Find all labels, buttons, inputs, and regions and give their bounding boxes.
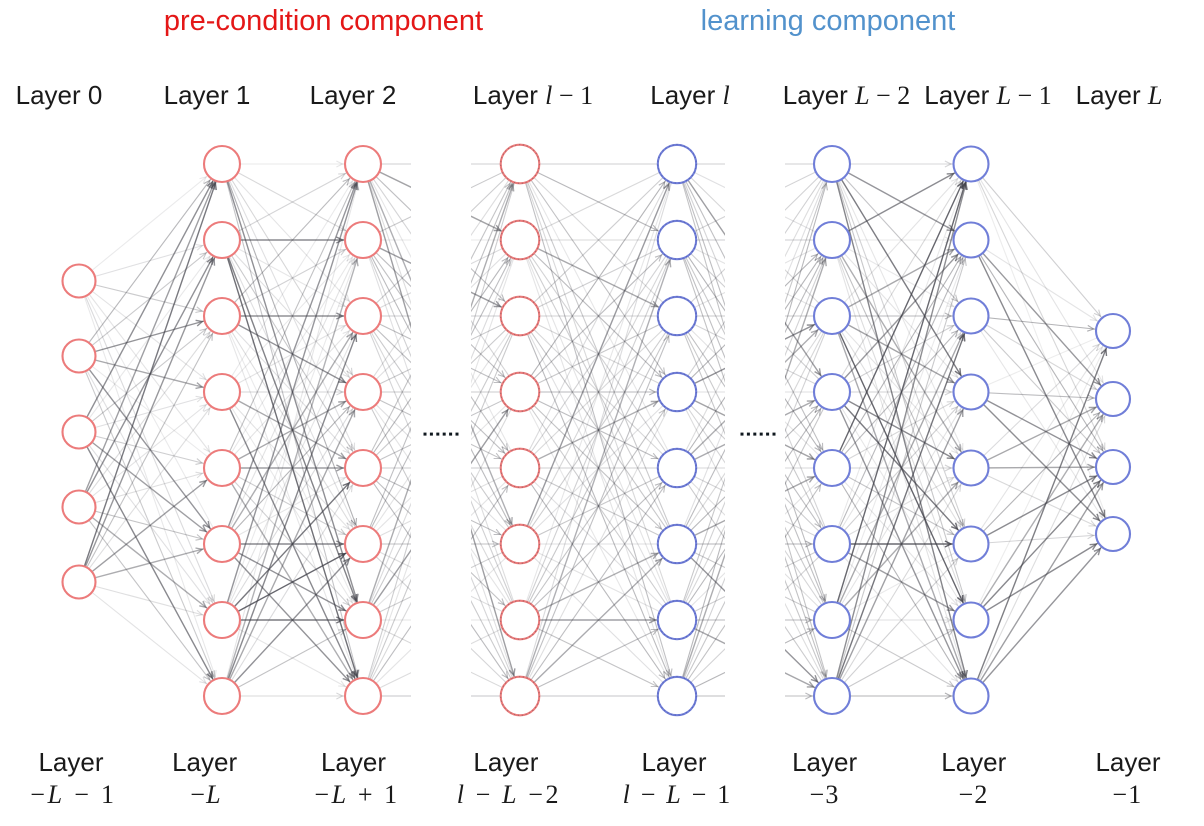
svg-text:Layer l: Layer l <box>650 80 730 110</box>
svg-text:Layer: Layer <box>792 747 857 777</box>
svg-text:Layer 1: Layer 1 <box>164 80 251 110</box>
svg-text:Layer: Layer <box>38 747 103 777</box>
svg-text:−2: −2 <box>959 780 989 809</box>
svg-text:Layer l − 1: Layer l − 1 <box>473 80 593 110</box>
svg-text:−1: −1 <box>1112 780 1142 809</box>
svg-text:Layer L: Layer L <box>1076 80 1163 110</box>
svg-text:−L + 1: −L + 1 <box>314 780 399 809</box>
svg-text:Layer: Layer <box>321 747 386 777</box>
svg-text:Layer: Layer <box>941 747 1006 777</box>
svg-text:Layer: Layer <box>172 747 237 777</box>
svg-text:learning component: learning component <box>701 5 956 37</box>
svg-text:l − L − 1: l − L − 1 <box>623 780 733 809</box>
svg-text:Layer: Layer <box>473 747 538 777</box>
svg-text:Layer: Layer <box>1095 747 1160 777</box>
svg-text:Layer L − 2: Layer L − 2 <box>783 80 910 110</box>
svg-text:Layer L − 1: Layer L − 1 <box>924 80 1051 110</box>
svg-text:−L − 1: −L − 1 <box>30 780 117 809</box>
svg-text:−3: −3 <box>810 780 840 809</box>
svg-text:−L: −L <box>190 780 222 809</box>
svg-text:Layer: Layer <box>641 747 706 777</box>
svg-text:Layer 2: Layer 2 <box>310 80 397 110</box>
svg-text:l − L −2: l − L −2 <box>457 780 561 809</box>
svg-text:Layer 0: Layer 0 <box>16 80 103 110</box>
svg-text:pre-condition component: pre-condition component <box>164 5 483 37</box>
